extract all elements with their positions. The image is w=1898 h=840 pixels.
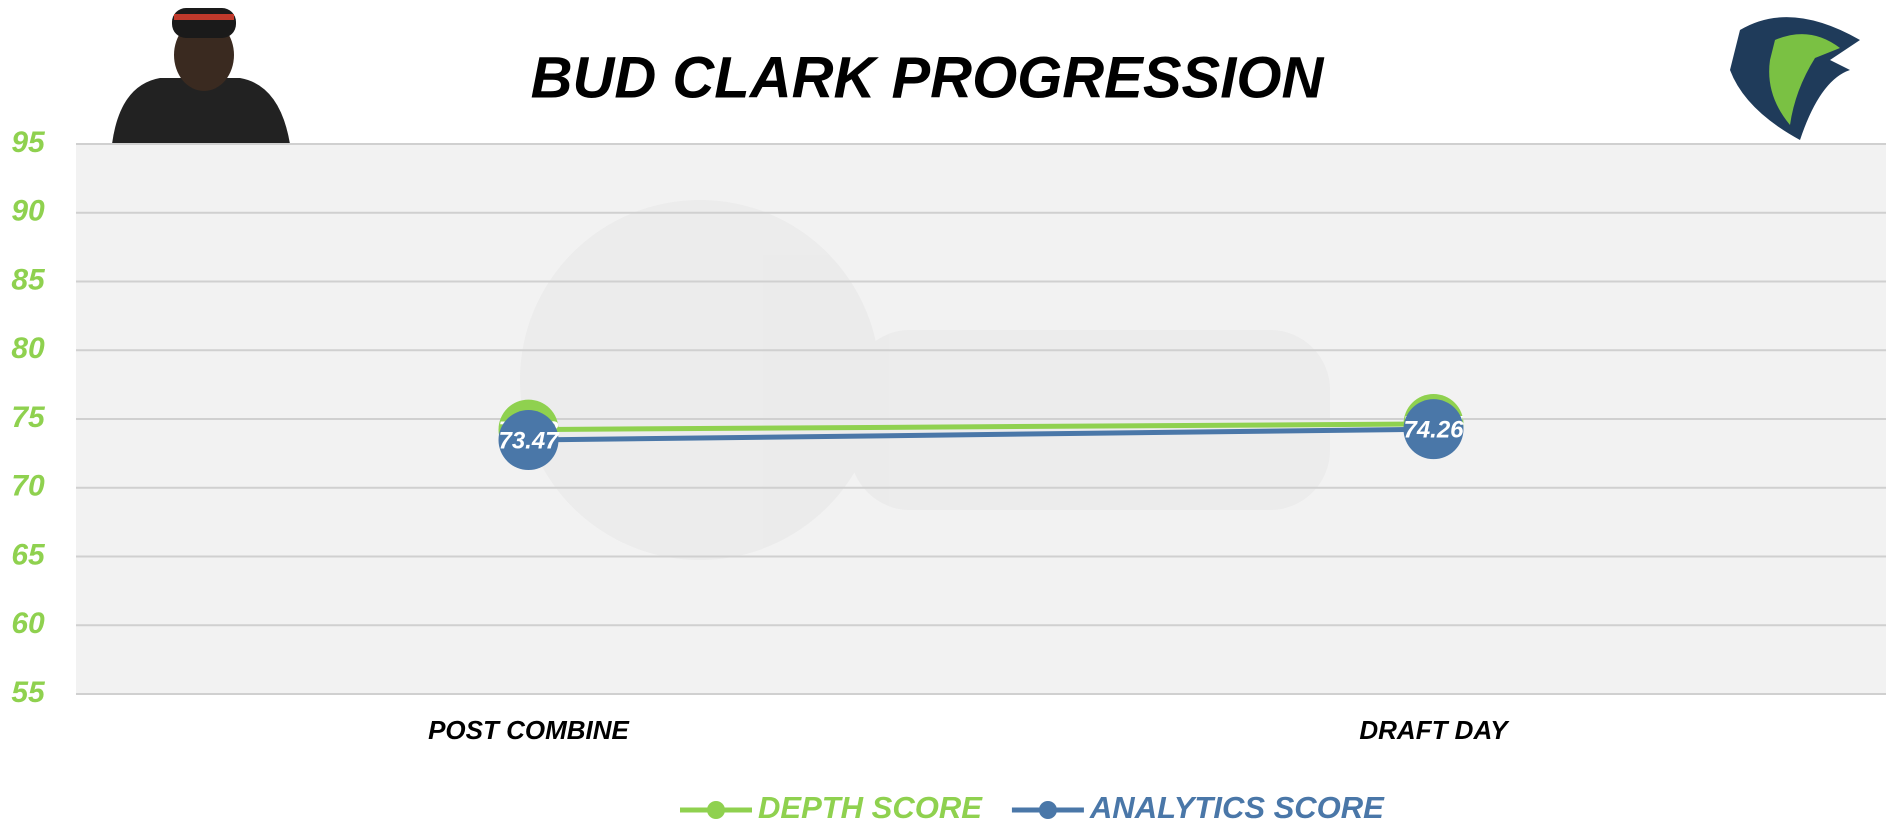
data-point	[1403, 399, 1464, 460]
y-tick-label: 85	[11, 263, 46, 296]
y-tick-label: 80	[11, 332, 45, 365]
data-label: 74.26	[1403, 417, 1464, 444]
chart-title: BUD CLARK PROGRESSION	[531, 45, 1325, 110]
y-tick-label: 75	[11, 401, 46, 434]
y-tick-label: 95	[11, 126, 46, 159]
y-tick-label: 60	[11, 607, 45, 640]
legend-marker	[1038, 801, 1057, 819]
legend-label: DEPTH SCORE	[758, 790, 983, 825]
y-tick-label: 90	[11, 195, 45, 228]
data-label: 73.47	[498, 427, 560, 454]
y-tick-label: 55	[11, 676, 46, 709]
series-line	[528, 421, 1434, 433]
logo-accent	[1769, 34, 1840, 125]
team-logo	[1730, 17, 1860, 141]
photo-hat-stripe	[174, 14, 234, 20]
photo-body	[112, 78, 290, 144]
watermark-shape	[520, 200, 880, 560]
legend-label: ANALYTICS SCORE	[1089, 790, 1385, 825]
data-point	[498, 410, 559, 471]
player-photo	[112, 8, 290, 144]
photo-hat	[172, 8, 236, 38]
y-tick-label: 65	[11, 538, 46, 571]
y-tick-label: 70	[11, 470, 45, 503]
x-tick-label: POST COMBINE	[428, 715, 629, 745]
watermark	[520, 200, 1330, 560]
legend-marker	[707, 801, 725, 819]
series-line	[528, 426, 1434, 443]
x-tick-label: DRAFT DAY	[1359, 715, 1510, 745]
